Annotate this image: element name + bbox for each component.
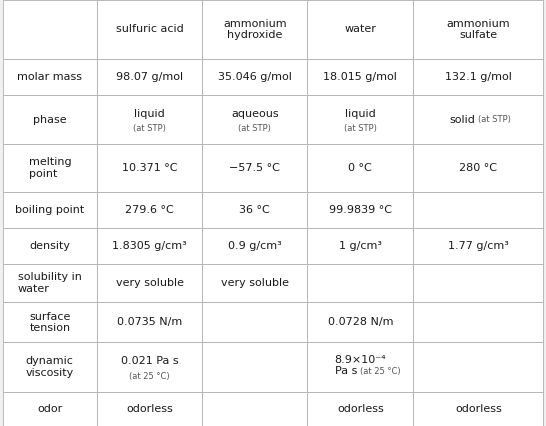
Bar xyxy=(97,392,202,426)
Bar xyxy=(3,343,97,392)
Text: 1.77 g/cm³: 1.77 g/cm³ xyxy=(448,241,509,250)
Bar xyxy=(97,144,202,192)
Text: (at STP): (at STP) xyxy=(133,124,166,133)
Bar xyxy=(413,392,543,426)
Text: 0.0735 N/m: 0.0735 N/m xyxy=(117,317,182,327)
Bar xyxy=(413,302,543,343)
Text: 0 °C: 0 °C xyxy=(348,163,372,173)
Text: boiling point: boiling point xyxy=(15,205,85,215)
Text: 280 °C: 280 °C xyxy=(459,163,497,173)
Bar xyxy=(307,144,413,192)
Bar xyxy=(413,228,543,264)
Bar xyxy=(202,192,307,228)
Text: melting
point: melting point xyxy=(28,157,72,179)
Bar xyxy=(202,95,307,144)
Bar xyxy=(3,302,97,343)
Bar xyxy=(307,302,413,343)
Bar xyxy=(3,59,97,95)
Text: surface
tension: surface tension xyxy=(29,311,70,333)
Bar xyxy=(202,228,307,264)
Bar xyxy=(3,264,97,302)
Bar xyxy=(307,392,413,426)
Text: very soluble: very soluble xyxy=(221,278,289,288)
Text: 1.8305 g/cm³: 1.8305 g/cm³ xyxy=(112,241,187,250)
Bar xyxy=(3,192,97,228)
Bar xyxy=(97,192,202,228)
Bar xyxy=(307,192,413,228)
Text: solid: solid xyxy=(450,115,476,124)
Bar xyxy=(413,59,543,95)
Text: 0.9 g/cm³: 0.9 g/cm³ xyxy=(228,241,282,250)
Text: 8.9×10⁻⁴: 8.9×10⁻⁴ xyxy=(335,354,386,365)
Bar xyxy=(413,192,543,228)
Bar xyxy=(3,228,97,264)
Text: ammonium
hydroxide: ammonium hydroxide xyxy=(223,19,287,40)
Text: aqueous: aqueous xyxy=(231,109,278,118)
Bar xyxy=(307,0,413,59)
Bar xyxy=(413,144,543,192)
Bar xyxy=(307,228,413,264)
Bar xyxy=(3,0,97,59)
Text: 36 °C: 36 °C xyxy=(239,205,270,215)
Bar xyxy=(202,343,307,392)
Bar xyxy=(202,59,307,95)
Bar xyxy=(307,95,413,144)
Text: 1 g/cm³: 1 g/cm³ xyxy=(339,241,382,250)
Text: sulfuric acid: sulfuric acid xyxy=(116,24,183,35)
Text: liquid: liquid xyxy=(345,109,376,118)
Text: molar mass: molar mass xyxy=(17,72,82,82)
Text: 35.046 g/mol: 35.046 g/mol xyxy=(218,72,292,82)
Text: (at STP): (at STP) xyxy=(344,124,377,133)
Bar xyxy=(97,343,202,392)
Text: 279.6 °C: 279.6 °C xyxy=(125,205,174,215)
Text: (at STP): (at STP) xyxy=(478,115,511,124)
Text: ammonium
sulfate: ammonium sulfate xyxy=(447,19,510,40)
Bar xyxy=(202,0,307,59)
Text: 98.07 g/mol: 98.07 g/mol xyxy=(116,72,183,82)
Bar xyxy=(307,59,413,95)
Text: solubility in
water: solubility in water xyxy=(18,272,82,294)
Bar xyxy=(307,264,413,302)
Text: 18.015 g/mol: 18.015 g/mol xyxy=(323,72,397,82)
Text: odorless: odorless xyxy=(455,404,502,414)
Bar xyxy=(97,95,202,144)
Text: odorless: odorless xyxy=(337,404,384,414)
Text: 99.9839 °C: 99.9839 °C xyxy=(329,205,392,215)
Text: 132.1 g/mol: 132.1 g/mol xyxy=(445,72,512,82)
Text: odor: odor xyxy=(37,404,63,414)
Text: odorless: odorless xyxy=(126,404,173,414)
Bar xyxy=(202,392,307,426)
Bar xyxy=(3,144,97,192)
Text: liquid: liquid xyxy=(134,109,165,118)
Bar xyxy=(202,144,307,192)
Bar xyxy=(97,302,202,343)
Bar xyxy=(307,343,413,392)
Bar xyxy=(413,343,543,392)
Text: very soluble: very soluble xyxy=(116,278,183,288)
Text: 0.021 Pa s: 0.021 Pa s xyxy=(121,356,179,366)
Text: −57.5 °C: −57.5 °C xyxy=(229,163,280,173)
Bar xyxy=(97,264,202,302)
Bar xyxy=(413,95,543,144)
Text: 10.371 °C: 10.371 °C xyxy=(122,163,177,173)
Text: density: density xyxy=(29,241,70,250)
Text: water: water xyxy=(345,24,376,35)
Bar xyxy=(3,392,97,426)
Text: (at 25 °C): (at 25 °C) xyxy=(360,367,401,376)
Bar xyxy=(202,302,307,343)
Bar xyxy=(202,264,307,302)
Text: (at STP): (at STP) xyxy=(238,124,271,133)
Bar xyxy=(3,95,97,144)
Bar xyxy=(413,0,543,59)
Bar xyxy=(413,264,543,302)
Text: Pa s: Pa s xyxy=(335,366,358,377)
Text: dynamic
viscosity: dynamic viscosity xyxy=(26,357,74,378)
Text: (at 25 °C): (at 25 °C) xyxy=(129,371,170,381)
Bar xyxy=(97,228,202,264)
Text: phase: phase xyxy=(33,115,67,124)
Bar xyxy=(97,0,202,59)
Bar xyxy=(97,59,202,95)
Text: 0.0728 N/m: 0.0728 N/m xyxy=(328,317,393,327)
